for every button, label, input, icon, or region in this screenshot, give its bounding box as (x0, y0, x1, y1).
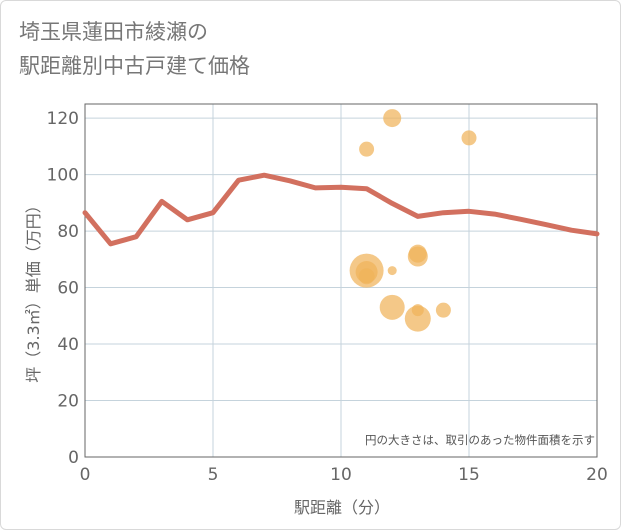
x-tick-labels: 0 5 10 15 20 (80, 465, 608, 485)
x-tick-label: 10 (330, 465, 352, 485)
scatter-point (411, 304, 424, 317)
scatter-point (383, 109, 402, 128)
scatter-point (461, 130, 477, 146)
bubble-size-note: 円の大きさは、取引のあった物件面積を示す (365, 433, 595, 447)
grid-lines (85, 104, 597, 457)
plot-area-border (84, 103, 598, 458)
y-tick-label: 40 (57, 335, 79, 355)
scatter-point (359, 141, 375, 157)
chart-title-line-1: 埼玉県蓮田市綾瀬の (19, 20, 208, 44)
y-tick-label: 80 (57, 222, 79, 242)
scatter-point (435, 302, 451, 318)
scatter-point (379, 294, 405, 320)
scatter-point (387, 266, 397, 276)
scatter-point (404, 305, 431, 332)
chart-title: 埼玉県蓮田市綾瀬の 駅距離別中古戸建て価格 (19, 15, 250, 83)
x-tick-label: 0 (80, 465, 91, 485)
x-tick-label: 5 (208, 465, 219, 485)
chart-title-line-2: 駅距離別中古戸建て価格 (19, 54, 250, 78)
y-axis-title: 坪（3.3㎡）単価（万円） (24, 197, 43, 382)
scatter-point (407, 246, 428, 267)
y-tick-label: 100 (47, 166, 79, 186)
y-tick-label: 120 (47, 109, 79, 129)
x-tick-label: 20 (586, 465, 608, 485)
y-tick-label: 0 (68, 448, 79, 468)
y-tick-label: 60 (57, 279, 79, 299)
x-tick-label: 15 (458, 465, 480, 485)
y-tick-labels: 0 20 40 60 80 100 120 (47, 109, 79, 468)
scatter-point (358, 268, 375, 285)
average-price-line (82, 172, 600, 247)
scatter-points (349, 109, 477, 332)
x-axis-title: 駅距離（分） (294, 498, 390, 517)
y-tick-label: 20 (57, 392, 79, 412)
